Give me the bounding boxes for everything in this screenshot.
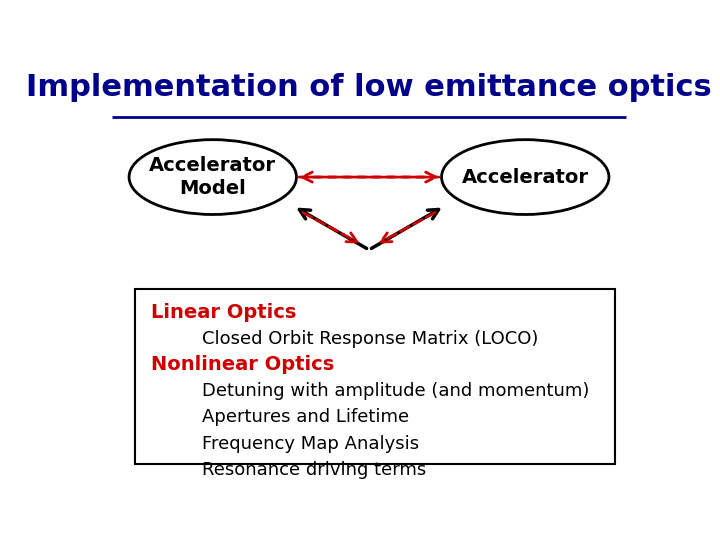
Text: Linear Optics: Linear Optics — [151, 303, 297, 322]
Text: Frequency Map Analysis: Frequency Map Analysis — [202, 435, 419, 453]
Text: Accelerator: Accelerator — [149, 156, 276, 175]
Text: Apertures and Lifetime: Apertures and Lifetime — [202, 408, 409, 427]
Text: Accelerator: Accelerator — [462, 167, 589, 186]
Text: Closed Orbit Response Matrix (LOCO): Closed Orbit Response Matrix (LOCO) — [202, 330, 538, 348]
Text: Resonance driving terms: Resonance driving terms — [202, 461, 426, 479]
Text: Detuning with amplitude (and momentum): Detuning with amplitude (and momentum) — [202, 382, 589, 400]
Text: Implementation of low emittance optics: Implementation of low emittance optics — [26, 73, 712, 102]
Text: Nonlinear Optics: Nonlinear Optics — [151, 355, 335, 374]
Text: Model: Model — [179, 179, 246, 198]
FancyBboxPatch shape — [135, 289, 615, 464]
